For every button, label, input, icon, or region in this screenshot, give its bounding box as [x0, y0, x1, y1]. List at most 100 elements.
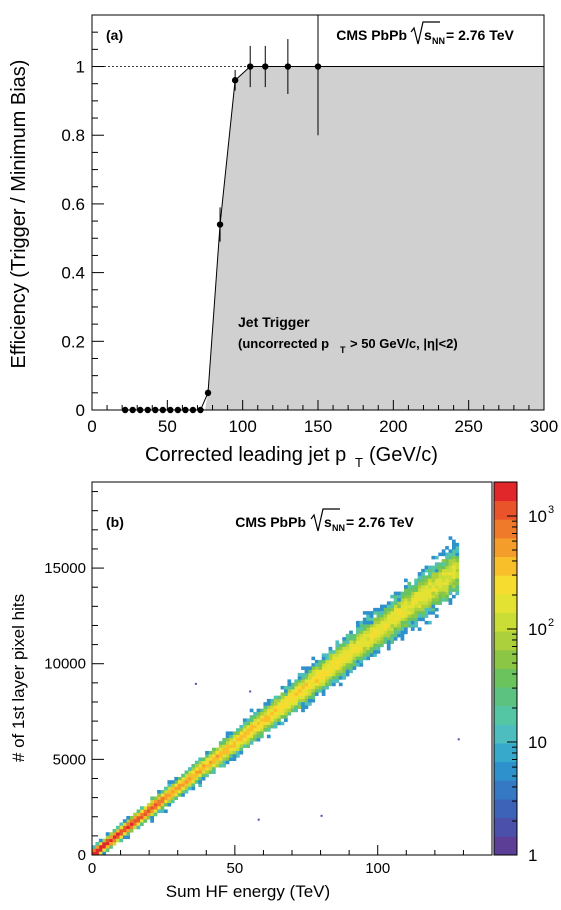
heatmap-cell — [133, 822, 137, 827]
heatmap-cell — [249, 728, 254, 732]
heatmap-cell — [362, 653, 367, 657]
heatmap-cell — [160, 793, 165, 797]
heatmap-cell — [160, 806, 165, 810]
heatmap-cell — [448, 588, 453, 592]
heatmap-cell — [352, 633, 357, 638]
heatmap-cell — [188, 780, 192, 784]
heatmap-cell — [342, 676, 347, 680]
heatmap-cell — [328, 656, 333, 661]
heatmap-cell — [356, 650, 360, 654]
heatmap-cell — [431, 581, 436, 586]
heatmap-cell — [311, 676, 316, 680]
heatmap-cell — [445, 568, 449, 573]
heatmap-cell — [349, 640, 353, 644]
heatmap-cell — [208, 754, 213, 758]
heatmap-cell — [356, 663, 360, 667]
heatmap-cell — [438, 601, 443, 605]
heatmap-cell — [455, 572, 460, 576]
heatmap-cell — [242, 734, 247, 739]
heatmap-cell — [407, 617, 412, 622]
heatmap-cell — [393, 627, 398, 631]
heatmap-cell — [335, 666, 340, 670]
heatmap-cell — [177, 789, 182, 794]
heatmap-cell — [410, 594, 415, 599]
heatmap-cell — [400, 627, 405, 631]
heatmap-cell — [229, 741, 233, 745]
heatmap-cell — [417, 604, 422, 609]
heatmap-cell — [438, 594, 443, 599]
heatmap-cell — [290, 692, 295, 696]
heatmap-cell — [369, 640, 374, 644]
heatmap-cell — [321, 692, 326, 696]
heatmap-cell — [421, 588, 425, 592]
heatmap-cell — [301, 679, 305, 683]
heatmap-cell — [390, 630, 395, 635]
heatmap-cell — [318, 672, 323, 677]
data-point — [284, 63, 292, 70]
heatmap-cell — [321, 685, 326, 690]
heatmap-cell — [239, 731, 244, 735]
heatmap-cell — [431, 591, 436, 596]
heatmap-cell — [414, 611, 419, 615]
heatmap-cell — [266, 734, 271, 739]
heatmap-cell — [335, 672, 340, 677]
heatmap-cell — [177, 776, 182, 781]
heatmap-cell — [407, 598, 412, 602]
heatmap-cell — [314, 676, 319, 680]
heatmap-cell — [338, 656, 343, 661]
heatmap-cell — [393, 633, 398, 638]
heatmap-cell — [136, 812, 141, 817]
heatmap-cell — [311, 669, 316, 674]
heatmap-cell — [342, 663, 347, 667]
heatmap-cell — [287, 679, 292, 683]
heatmap-cell — [338, 672, 343, 677]
heatmap-cell — [273, 724, 278, 729]
panel-a-title: CMS PbPb s NN = 2.76 TeV — [336, 21, 515, 46]
heatmap-cell — [380, 643, 384, 648]
heatmap-cell — [246, 721, 251, 726]
heatmap-cell — [126, 822, 131, 827]
heatmap-cell — [297, 672, 302, 677]
heatmap-cell — [222, 757, 227, 761]
heatmap-cell — [410, 624, 415, 628]
heatmap-cell — [352, 640, 357, 644]
heatmap-cell — [321, 669, 326, 674]
heatmap-cell — [404, 585, 408, 589]
heatmap-cell — [332, 650, 336, 654]
heatmap-cell — [208, 770, 213, 775]
heatmap-cell — [383, 617, 388, 622]
heatmap-cell — [448, 581, 453, 586]
heatmap-cell — [428, 594, 432, 599]
heatmap-cell — [390, 624, 395, 628]
heatmap-cell — [218, 757, 223, 761]
heatmap-cell — [122, 825, 127, 830]
heatmap-cell — [140, 822, 144, 827]
heatmap-cell — [356, 640, 360, 644]
panel-b-energy-subscript: NN — [332, 523, 345, 533]
heatmap-cell — [407, 611, 412, 615]
heatmap-cell — [417, 617, 422, 622]
heatmap-cell — [194, 767, 199, 771]
heatmap-cell — [308, 666, 312, 670]
heatmap-cell — [349, 637, 353, 641]
heatmap-cell — [174, 793, 179, 797]
heatmap-cell — [236, 728, 240, 732]
heatmap-cell — [342, 669, 347, 674]
heatmap-cell — [119, 835, 124, 840]
heatmap-cell — [448, 575, 453, 579]
heatmap-cell — [146, 815, 151, 820]
heatmap-cell — [273, 721, 278, 726]
heatmap-cell — [112, 841, 117, 846]
heatmap-cell — [102, 838, 107, 843]
heatmap-cell — [256, 708, 261, 713]
heatmap-cell — [410, 604, 415, 609]
heatmap-cell — [290, 702, 295, 706]
heatmap-cell — [328, 659, 333, 664]
heatmap-cell — [122, 819, 127, 823]
heatmap-cell — [205, 760, 209, 765]
x-axis-label-unit: (GeV/c) — [369, 444, 438, 466]
heatmap-cell — [376, 620, 381, 625]
heatmap-cell — [140, 806, 144, 810]
heatmap-cell — [287, 692, 292, 696]
heatmap-cell — [455, 559, 460, 563]
